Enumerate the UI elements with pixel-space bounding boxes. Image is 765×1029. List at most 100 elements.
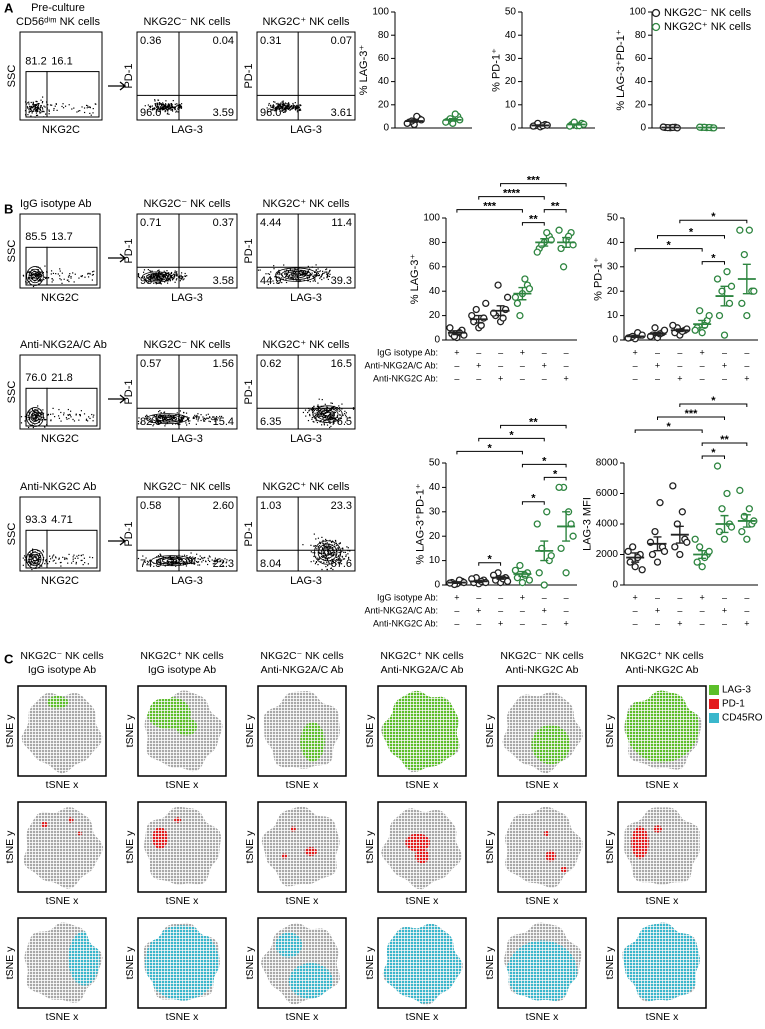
event-dot	[282, 106, 284, 109]
event-dot	[163, 277, 165, 279]
data-point	[720, 535, 729, 543]
event-dot	[326, 273, 328, 275]
condition-sign: –	[542, 373, 547, 383]
event-dot	[278, 269, 280, 271]
event-dot	[213, 560, 215, 563]
tsne-overlay	[382, 690, 460, 772]
event-dot	[165, 273, 167, 275]
event-dot	[330, 408, 332, 410]
data-point	[750, 287, 758, 295]
event-dot	[305, 272, 307, 274]
event-dot	[323, 420, 325, 422]
event-dot	[38, 110, 40, 112]
plot-frame	[256, 354, 356, 430]
event-dot	[329, 416, 331, 418]
event-dot	[159, 413, 161, 416]
significance-bracket	[543, 209, 567, 213]
event-dot	[41, 418, 44, 421]
quadrant-value: 6.35	[260, 416, 281, 428]
y-tick-label: 10	[607, 310, 619, 321]
event-dot	[176, 562, 178, 565]
event-dot	[287, 108, 289, 111]
event-dot	[332, 560, 334, 562]
event-dot	[342, 558, 344, 560]
significance-bracket	[679, 403, 748, 408]
event-dot	[326, 424, 329, 426]
data-point	[691, 535, 699, 543]
event-dot	[312, 552, 314, 554]
plot-title: NKG2C⁻ NK cells	[143, 481, 231, 493]
y-axis-label: % LAG-3⁺	[358, 45, 370, 96]
density-contour	[161, 557, 183, 564]
tsne-overlay	[531, 724, 571, 765]
event-dot	[40, 105, 42, 107]
event-dot	[150, 270, 152, 272]
event-dot	[308, 277, 311, 279]
plot-title: NKG2C⁻ NK cells	[143, 198, 231, 210]
event-dot	[37, 283, 40, 285]
event-dot	[181, 277, 183, 279]
arrow	[108, 81, 127, 91]
event-dot	[33, 418, 35, 421]
y-tick-label: 40	[635, 76, 647, 87]
event-dot	[29, 562, 31, 564]
event-dot	[36, 275, 39, 277]
event-dot	[313, 279, 316, 281]
event-dot	[189, 556, 191, 558]
data-point	[540, 581, 548, 589]
event-dot	[204, 556, 206, 559]
event-dot	[182, 560, 184, 562]
event-dot	[325, 419, 327, 421]
event-dot	[338, 563, 340, 565]
condition-sign: –	[564, 605, 569, 615]
event-dot	[172, 107, 174, 109]
event-dot	[298, 108, 301, 111]
event-dot	[167, 112, 169, 114]
event-dot	[35, 114, 38, 117]
event-dot	[317, 274, 319, 277]
data-point	[533, 248, 541, 256]
event-dot	[58, 408, 60, 411]
event-dot	[156, 556, 158, 558]
event-dot	[35, 110, 37, 112]
data-point	[738, 299, 746, 308]
y-tick-label: 0	[612, 580, 618, 591]
condition-sign: –	[498, 605, 503, 615]
event-dot	[338, 555, 340, 557]
event-dot	[308, 268, 311, 270]
event-dot	[196, 560, 198, 563]
event-dot	[44, 265, 46, 267]
density-contour	[32, 273, 38, 279]
event-dot	[44, 563, 46, 565]
plot-frame	[19, 31, 103, 121]
event-dot	[320, 556, 323, 558]
event-dot	[36, 412, 38, 415]
condition-sign: +	[700, 347, 705, 357]
condition-sign: –	[633, 373, 638, 383]
event-dot	[177, 423, 179, 425]
event-dot	[26, 282, 28, 284]
event-dot	[323, 561, 325, 563]
event-dot	[220, 560, 222, 563]
data-point	[482, 299, 490, 308]
event-dot	[285, 279, 287, 281]
significance-label: *	[711, 253, 716, 265]
data-point	[725, 299, 734, 308]
data-point	[673, 520, 681, 528]
event-dot	[89, 112, 91, 114]
event-dot	[217, 558, 219, 560]
y-tick-label: 20	[635, 99, 647, 110]
event-dot	[167, 564, 169, 566]
event-dot	[164, 110, 167, 112]
event-dot	[177, 104, 179, 106]
event-dot	[37, 557, 40, 559]
event-dot	[147, 104, 149, 106]
event-dot	[190, 557, 193, 559]
event-dot	[43, 105, 45, 107]
x-axis-label: LAG-3	[290, 124, 322, 136]
event-dot	[62, 107, 65, 109]
event-dot	[42, 412, 45, 414]
event-dot	[329, 547, 331, 549]
event-dot	[163, 411, 165, 414]
event-dot	[157, 107, 159, 109]
